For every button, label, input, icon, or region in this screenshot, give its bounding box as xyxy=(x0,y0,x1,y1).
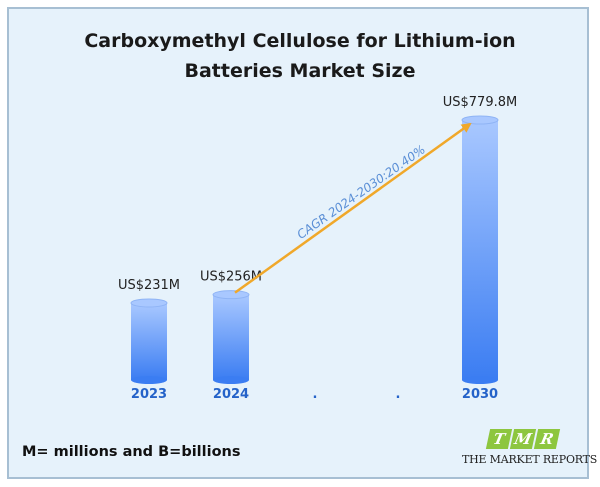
bar-2024 xyxy=(213,294,249,380)
cagr-arrow xyxy=(234,122,472,294)
logo-letter-t: T xyxy=(485,429,513,449)
chart-title: Carboxymethyl Cellulose for Lithium-ion … xyxy=(0,26,600,86)
tick-label-2: . xyxy=(313,387,318,402)
cagr-label: CAGR 2024-2030:20.40% xyxy=(294,142,428,241)
chart-title-line-2: Batteries Market Size xyxy=(184,60,416,82)
units-footnote: M= millions and B=billions xyxy=(22,444,241,460)
tick-label-0: 2023 xyxy=(131,387,167,402)
bar-base-2023 xyxy=(131,376,167,384)
logo-text: THE MARKET REPORTS xyxy=(462,453,598,466)
data-label-2023: US$231M xyxy=(118,278,180,293)
data-label-2024: US$256M xyxy=(200,270,262,285)
bar-2030 xyxy=(462,120,498,380)
logo-letter-m: M xyxy=(509,429,537,449)
data-label-2030: US$779.8M xyxy=(443,95,517,110)
tmr-logo: T M R THE MARKET REPORTS xyxy=(462,429,598,473)
bar-cap-2030 xyxy=(461,115,499,125)
tick-label-1: 2024 xyxy=(213,387,249,402)
tick-label-3: . xyxy=(396,387,401,402)
chart-title-line-1: Carboxymethyl Cellulose for Lithium-ion xyxy=(84,30,516,52)
bar-base-2030 xyxy=(462,376,498,384)
bar-base-2024 xyxy=(213,376,249,384)
logo-letter-r: R xyxy=(533,429,561,449)
bar-cap-2023 xyxy=(130,298,168,308)
tick-label-4: 2030 xyxy=(462,387,498,402)
bar-2023 xyxy=(131,302,167,380)
bar-cap-2024 xyxy=(212,290,250,300)
